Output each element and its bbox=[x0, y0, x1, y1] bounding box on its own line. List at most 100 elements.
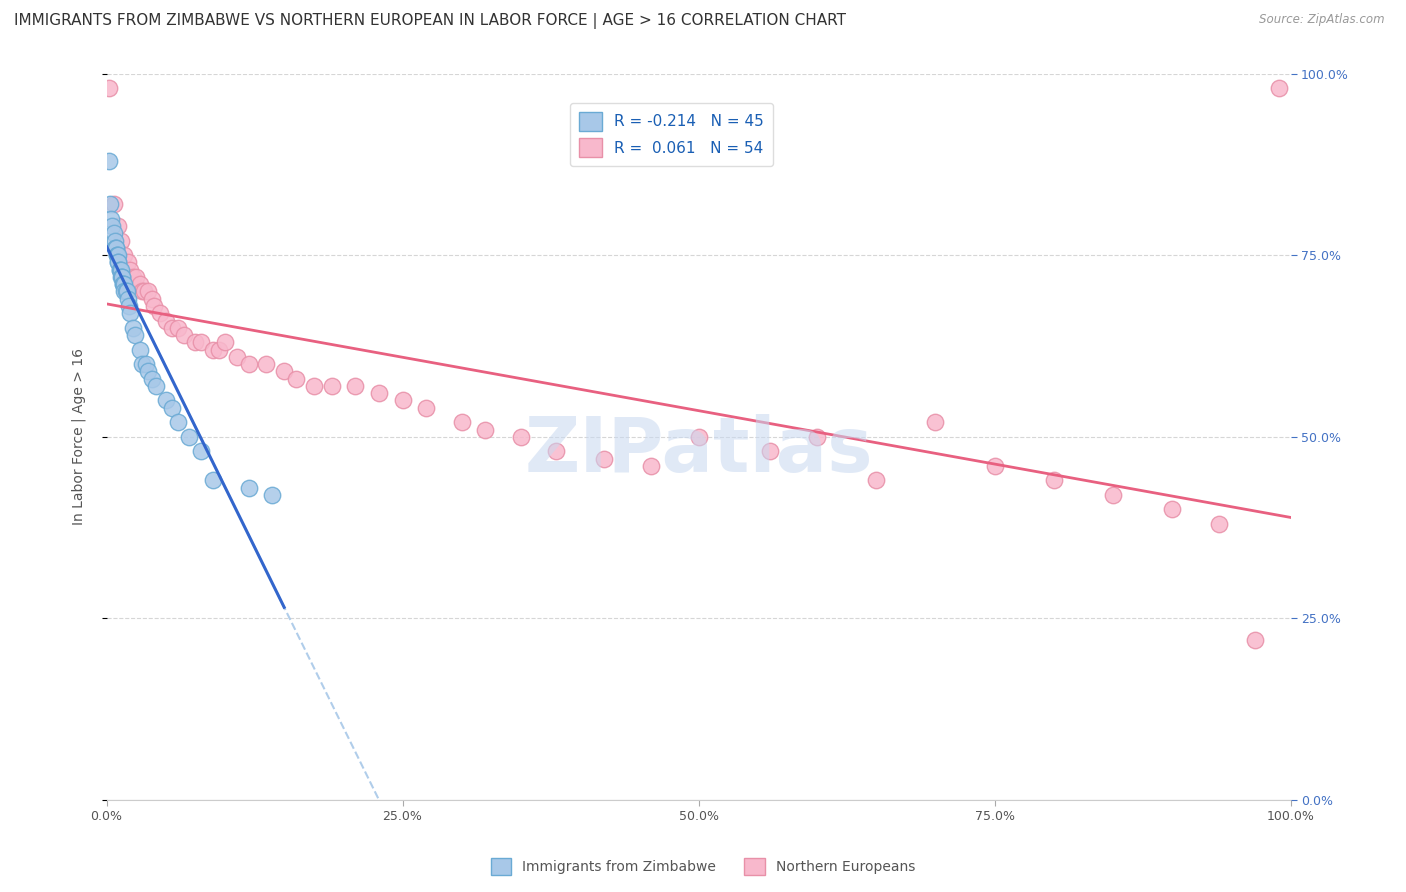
Point bbox=[103, 197, 125, 211]
Point bbox=[136, 364, 159, 378]
Point bbox=[141, 372, 163, 386]
Point bbox=[103, 227, 125, 241]
Point bbox=[114, 285, 136, 299]
Point bbox=[415, 401, 437, 415]
Point bbox=[110, 234, 132, 248]
Point bbox=[160, 401, 183, 415]
Point bbox=[110, 269, 132, 284]
Point bbox=[120, 262, 142, 277]
Point bbox=[160, 321, 183, 335]
Point bbox=[128, 343, 150, 357]
Point bbox=[190, 444, 212, 458]
Point bbox=[115, 285, 138, 299]
Point bbox=[105, 248, 128, 262]
Point bbox=[202, 474, 225, 488]
Point bbox=[107, 248, 129, 262]
Point bbox=[865, 474, 887, 488]
Point bbox=[238, 481, 260, 495]
Point bbox=[108, 262, 131, 277]
Point bbox=[184, 335, 207, 350]
Point bbox=[254, 357, 277, 371]
Point bbox=[105, 241, 128, 255]
Point bbox=[107, 219, 129, 233]
Point bbox=[450, 415, 472, 429]
Point bbox=[120, 306, 142, 320]
Point bbox=[179, 430, 201, 444]
Point bbox=[108, 262, 131, 277]
Legend: R = -0.214   N = 45, R =  0.061   N = 54: R = -0.214 N = 45, R = 0.061 N = 54 bbox=[569, 103, 773, 166]
Point bbox=[302, 379, 325, 393]
Text: IMMIGRANTS FROM ZIMBABWE VS NORTHERN EUROPEAN IN LABOR FORCE | AGE > 16 CORRELAT: IMMIGRANTS FROM ZIMBABWE VS NORTHERN EUR… bbox=[14, 13, 846, 29]
Point bbox=[155, 313, 177, 327]
Point bbox=[142, 299, 165, 313]
Point bbox=[98, 197, 121, 211]
Point bbox=[131, 285, 153, 299]
Point bbox=[112, 248, 135, 262]
Point bbox=[510, 430, 533, 444]
Point bbox=[173, 328, 195, 343]
Point bbox=[1161, 502, 1184, 516]
Point bbox=[112, 277, 135, 292]
Point bbox=[110, 262, 132, 277]
Point bbox=[262, 488, 284, 502]
Point bbox=[112, 277, 135, 292]
Point bbox=[135, 357, 157, 371]
Point bbox=[141, 292, 163, 306]
Point bbox=[105, 248, 128, 262]
Point bbox=[107, 255, 129, 269]
Point bbox=[97, 153, 120, 168]
Point bbox=[391, 393, 413, 408]
Point bbox=[474, 423, 496, 437]
Point bbox=[118, 299, 141, 313]
Point bbox=[367, 386, 389, 401]
Y-axis label: In Labor Force | Age > 16: In Labor Force | Age > 16 bbox=[72, 348, 86, 525]
Point bbox=[208, 343, 231, 357]
Point bbox=[134, 285, 156, 299]
Point bbox=[273, 364, 295, 378]
Point bbox=[121, 321, 143, 335]
Point bbox=[112, 285, 135, 299]
Point bbox=[105, 241, 128, 255]
Legend: Immigrants from Zimbabwe, Northern Europeans: Immigrants from Zimbabwe, Northern Europ… bbox=[485, 853, 921, 880]
Point bbox=[202, 343, 225, 357]
Point bbox=[983, 458, 1005, 473]
Point bbox=[117, 292, 139, 306]
Point bbox=[166, 415, 188, 429]
Point bbox=[112, 277, 135, 292]
Point bbox=[121, 269, 143, 284]
Point bbox=[111, 269, 134, 284]
Point bbox=[97, 81, 120, 95]
Point bbox=[155, 393, 177, 408]
Point bbox=[131, 357, 153, 371]
Point bbox=[117, 255, 139, 269]
Text: ZIPatlas: ZIPatlas bbox=[524, 414, 873, 488]
Text: Source: ZipAtlas.com: Source: ZipAtlas.com bbox=[1260, 13, 1385, 27]
Point bbox=[1244, 633, 1267, 648]
Point bbox=[128, 277, 150, 292]
Point bbox=[1102, 488, 1125, 502]
Point bbox=[111, 269, 134, 284]
Point bbox=[806, 430, 828, 444]
Point bbox=[546, 444, 568, 458]
Point bbox=[166, 321, 188, 335]
Point bbox=[214, 335, 236, 350]
Point bbox=[924, 415, 946, 429]
Point bbox=[104, 241, 127, 255]
Point bbox=[145, 379, 167, 393]
Point bbox=[101, 219, 124, 233]
Point bbox=[344, 379, 367, 393]
Point bbox=[107, 255, 129, 269]
Point bbox=[100, 211, 122, 226]
Point bbox=[125, 269, 148, 284]
Point bbox=[285, 372, 308, 386]
Point bbox=[1267, 81, 1289, 95]
Point bbox=[758, 444, 780, 458]
Point bbox=[592, 451, 614, 466]
Point bbox=[238, 357, 260, 371]
Point bbox=[321, 379, 343, 393]
Point bbox=[688, 430, 710, 444]
Point bbox=[190, 335, 212, 350]
Point bbox=[124, 328, 146, 343]
Point bbox=[640, 458, 662, 473]
Point bbox=[104, 234, 127, 248]
